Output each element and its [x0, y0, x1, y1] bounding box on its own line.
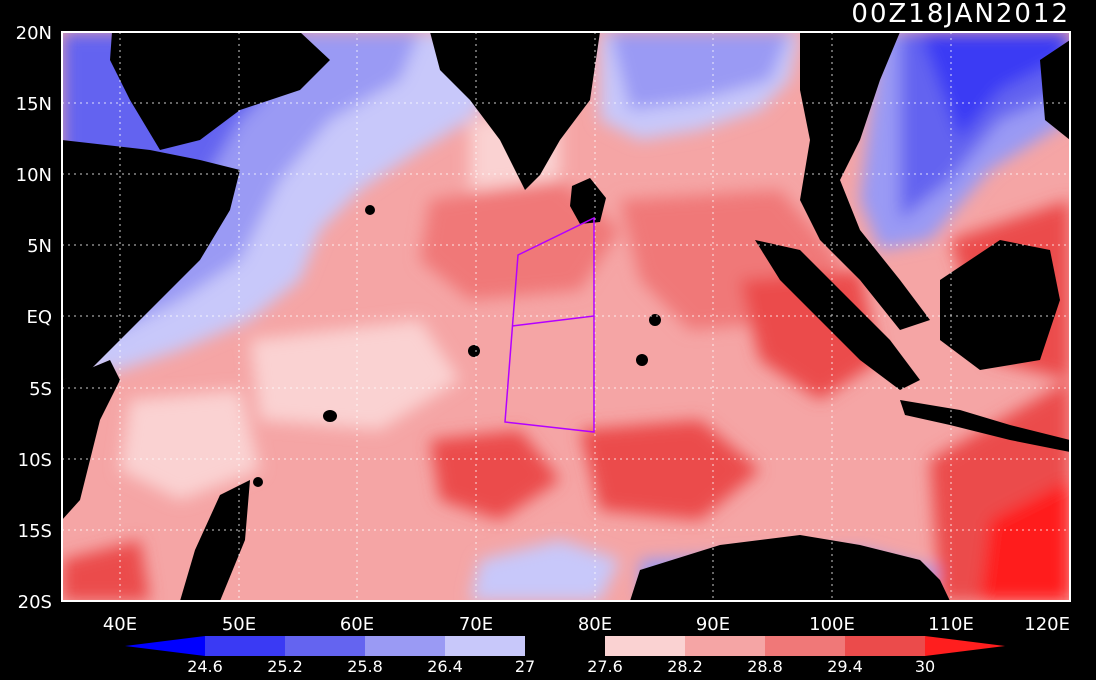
colorbar-label: 29.4 — [827, 657, 863, 676]
island-marker — [323, 410, 337, 422]
island-marker — [649, 314, 661, 326]
lon-tick-label: 110E — [928, 614, 974, 635]
colorbar-label: 27.6 — [587, 657, 623, 676]
colorbar-swatch — [445, 636, 526, 656]
colorbar-label: 28.8 — [747, 657, 783, 676]
colorbar-label: 30 — [915, 657, 935, 676]
australia-land — [630, 535, 950, 601]
island-marker — [468, 345, 480, 357]
sumatra-land — [755, 240, 920, 390]
lon-axis: 40E 50E 60E 70E 80E 90E 100E 110E 120E — [103, 614, 1070, 635]
colorbar-swatch — [205, 636, 286, 656]
colorbar-label: 26.4 — [427, 657, 463, 676]
lat-tick-label: 10S — [18, 450, 52, 471]
philippines-land — [1040, 40, 1070, 140]
lon-tick-label: 50E — [222, 614, 256, 635]
lat-tick-label: 15S — [18, 521, 52, 542]
colorbar-label: 28.2 — [667, 657, 703, 676]
colorbar-swatch — [685, 636, 766, 656]
colorbar: 24.6 25.2 25.8 26.4 27 27.6 28.2 28.8 29… — [125, 636, 1005, 676]
lat-tick-label: 20N — [16, 23, 52, 44]
lat-tick-label: 15N — [16, 94, 52, 115]
lon-tick-label: 100E — [809, 614, 855, 635]
lat-tick-label: EQ — [26, 307, 52, 328]
island-marker — [253, 477, 263, 487]
java-land — [900, 400, 1070, 452]
colorbar-swatch — [605, 636, 686, 656]
lon-tick-label: 90E — [696, 614, 730, 635]
arabia-land — [110, 32, 330, 150]
colorbar-swatch — [365, 636, 446, 656]
colorbar-labels: 24.6 25.2 25.8 26.4 27 27.6 28.2 28.8 29… — [187, 657, 935, 676]
borneo-land — [940, 240, 1060, 370]
island-marker — [636, 354, 648, 366]
colorbar-swatches — [125, 636, 1005, 656]
colorbar-label: 24.6 — [187, 657, 223, 676]
colorbar-swatch — [525, 636, 606, 656]
lat-tick-label: 5S — [29, 379, 52, 400]
study-region-outline — [504, 216, 595, 433]
africa-land — [62, 140, 240, 380]
indochina-land — [800, 32, 930, 330]
india-land — [430, 32, 600, 190]
colorbar-swatch — [845, 636, 926, 656]
lon-tick-label: 40E — [103, 614, 137, 635]
lat-tick-label: 5N — [27, 236, 52, 257]
lon-tick-label: 60E — [340, 614, 374, 635]
lon-tick-label: 80E — [578, 614, 612, 635]
land-masses — [62, 32, 1070, 601]
africa-coast-land — [62, 360, 120, 520]
islands — [253, 205, 661, 487]
colorbar-swatch — [765, 636, 846, 656]
lon-tick-label: 120E — [1024, 614, 1070, 635]
sri-lanka-land — [570, 178, 606, 224]
colorbar-label: 25.8 — [347, 657, 383, 676]
map-title: 00Z18JAN2012 — [851, 0, 1070, 29]
colorbar-arrow-high — [925, 636, 1005, 656]
lat-axis: 20N 15N 10N 5N EQ 5S 10S 15S 20S — [16, 23, 52, 613]
madagascar-land — [180, 480, 250, 601]
lon-tick-label: 70E — [459, 614, 493, 635]
lat-tick-label: 20S — [18, 592, 52, 613]
plot-frame — [61, 31, 1071, 602]
grid-lines — [62, 32, 1070, 601]
colorbar-label: 25.2 — [267, 657, 303, 676]
colorbar-swatch — [285, 636, 366, 656]
colorbar-label: 27 — [515, 657, 535, 676]
map-area — [62, 32, 1070, 601]
colorbar-arrow-low — [125, 636, 205, 656]
island-marker — [365, 205, 375, 215]
lat-tick-label: 10N — [16, 165, 52, 186]
